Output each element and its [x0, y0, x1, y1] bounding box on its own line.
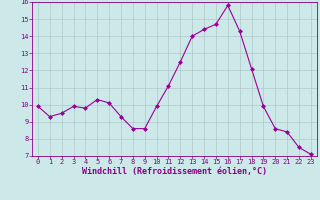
X-axis label: Windchill (Refroidissement éolien,°C): Windchill (Refroidissement éolien,°C): [82, 167, 267, 176]
